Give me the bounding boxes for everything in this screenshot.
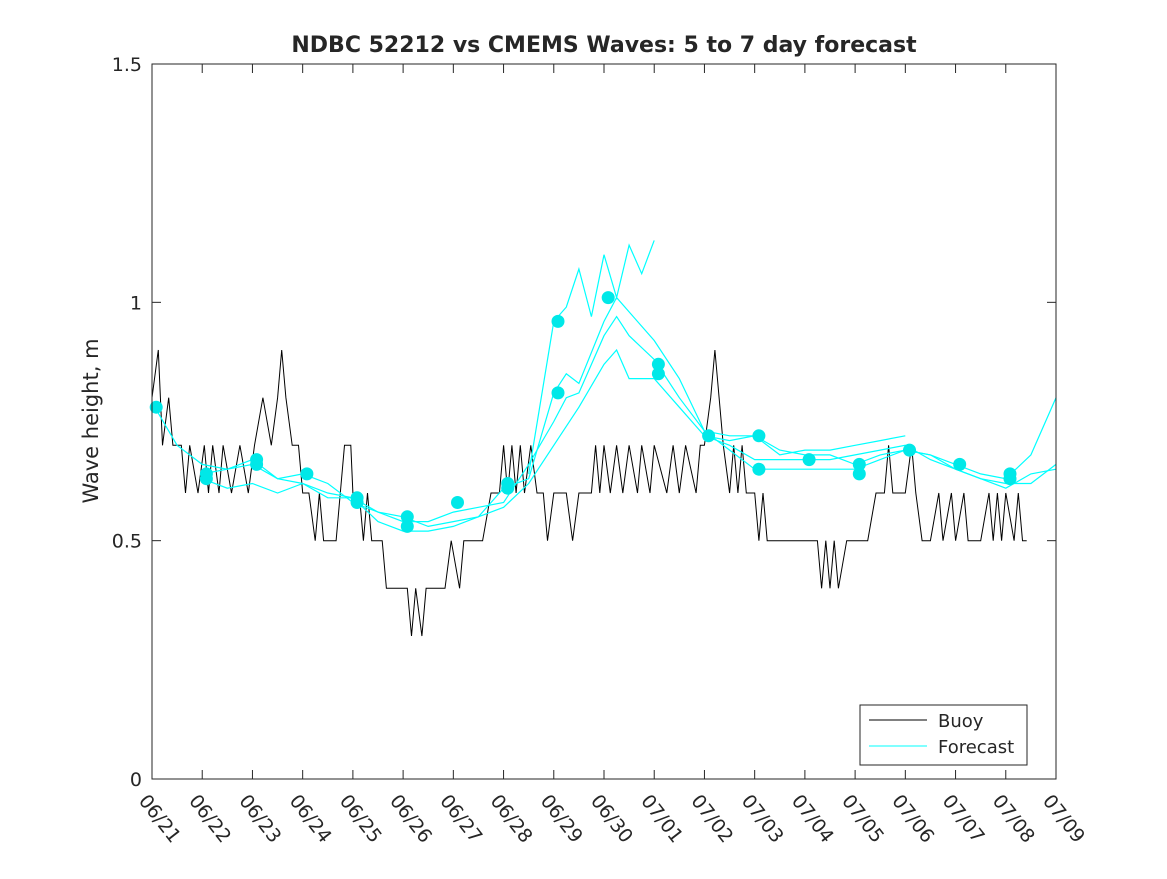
y-tick-label: 0 [130, 769, 142, 791]
forecast-marker [953, 457, 967, 471]
forecast-marker [852, 457, 866, 471]
forecast-marker [250, 457, 264, 471]
forecast-marker [300, 467, 314, 481]
forecast-marker [400, 519, 414, 533]
forecast-marker [601, 291, 615, 305]
forecast-marker [350, 496, 364, 509]
chart-title: NDBC 52212 vs CMEMS Waves: 5 to 7 day fo… [291, 33, 917, 58]
legend-buoy-label: Buoy [938, 711, 984, 732]
forecast-series-line-1 [151, 315, 1057, 523]
y-tick-label: 1 [130, 292, 142, 314]
y-axis-label: Wave height, m [79, 338, 103, 503]
forecast-marker [199, 472, 213, 486]
y-tick-label: 1.5 [112, 54, 142, 76]
forecast-marker [702, 429, 716, 443]
forecast-marker [852, 467, 866, 481]
forecast-series-line-4 [528, 240, 655, 474]
forecast-marker [903, 443, 916, 457]
forecast-marker [1003, 472, 1017, 486]
forecast-marker [551, 386, 565, 400]
legend: Buoy Forecast [859, 704, 1028, 766]
forecast-marker [400, 510, 414, 524]
forecast-marker [752, 429, 766, 443]
forecast-marker [451, 496, 464, 509]
legend-forecast-label: Forecast [938, 737, 1014, 758]
forecast-series-line-5 [704, 435, 906, 456]
forecast-marker [752, 462, 766, 476]
forecast-marker [802, 453, 816, 467]
forecast-marker [651, 367, 665, 381]
legend-box [859, 704, 1028, 766]
buoy-series-line [151, 349, 1027, 637]
forecast-marker [551, 314, 565, 328]
forecast-marker [149, 400, 163, 414]
y-tick-label: 0.5 [112, 531, 142, 553]
forecast-marker [501, 481, 515, 495]
plot-area [149, 240, 1057, 637]
forecast-marker [651, 357, 665, 371]
